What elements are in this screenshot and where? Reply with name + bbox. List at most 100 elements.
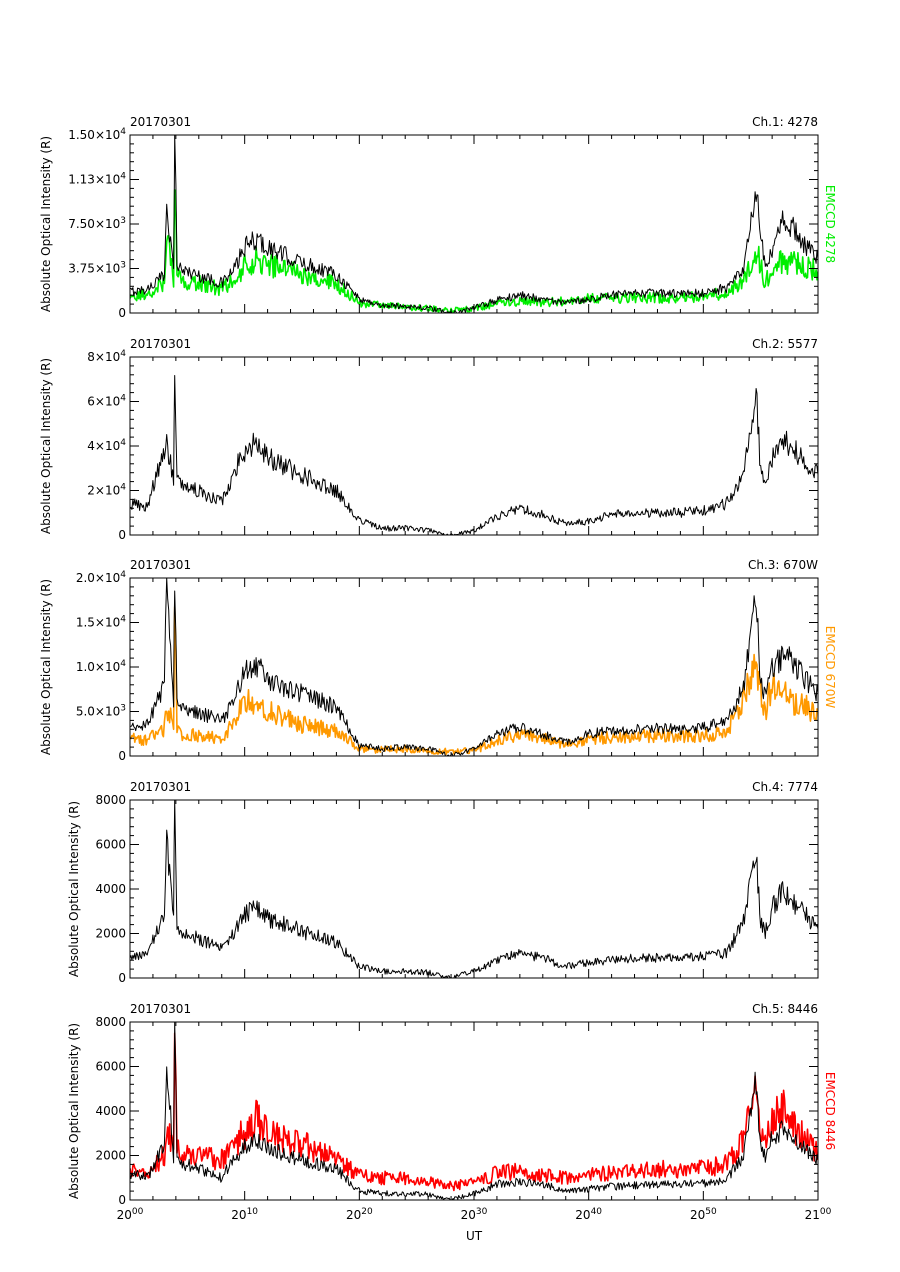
y-tick-label-base: 4×10: [87, 439, 120, 453]
y-tick-label-exponent: 4: [120, 127, 126, 137]
y-tick-label: 6000: [95, 1060, 126, 1074]
y-tick-label-base: 8000: [95, 1015, 126, 1029]
plot-frame: [129, 799, 819, 979]
y-tick-label: 0: [118, 306, 126, 320]
y-tick-label-exponent: 3: [120, 704, 126, 714]
y-tick-label-exponent: 3: [120, 216, 126, 226]
y-tick-label: 2000: [95, 1149, 126, 1163]
y-tick-label-base: 2×10: [87, 484, 120, 498]
panel-channel: Ch.2: 5577: [752, 337, 818, 351]
series-line-emccd: [130, 189, 818, 313]
y-axis-title: Absolute Optical Intensity (R): [39, 358, 53, 534]
x-tick-label: 2040: [575, 1207, 602, 1222]
x-tick-label-base: 20: [346, 1208, 361, 1222]
y-tick-label-exponent: 4: [120, 349, 126, 359]
y-tick-label-base: 7.50×10: [68, 217, 120, 231]
series-group: [130, 375, 818, 535]
panel-date: 20170301: [130, 115, 191, 129]
y-tick-label-base: 6000: [95, 1060, 126, 1074]
x-tick-label-base: 20: [575, 1208, 590, 1222]
series-line-main: [130, 135, 818, 313]
series-line-emccd: [130, 1032, 818, 1192]
panel-date: 20170301: [130, 780, 191, 794]
x-tick-label-exponent: 00: [132, 1207, 144, 1217]
y-tick-label-base: 0: [118, 971, 126, 985]
y-tick-label-base: 4000: [95, 882, 126, 896]
y-tick-label-base: 1.0×10: [76, 660, 120, 674]
x-tick-label-exponent: 20: [361, 1207, 373, 1217]
y-tick-label-base: 1.5×10: [76, 616, 120, 630]
y-tick-label-base: 0: [118, 749, 126, 763]
y-tick-label: 8000: [95, 793, 126, 807]
y-tick-label-base: 6×10: [87, 395, 120, 409]
x-tick-label: 2020: [346, 1207, 373, 1222]
y-tick-label: 0: [118, 528, 126, 542]
y-tick-label-exponent: 4: [120, 570, 126, 580]
x-tick-label-base: 20: [461, 1208, 476, 1222]
y-tick-label-base: 8000: [95, 793, 126, 807]
y-tick-label: 2×104: [87, 483, 126, 498]
y-tick-label-base: 0: [118, 306, 126, 320]
panel-date: 20170301: [130, 337, 191, 351]
y-tick-label: 3.75×103: [68, 261, 126, 276]
x-tick-label: 2010: [231, 1207, 258, 1222]
y-tick-label: 0: [118, 971, 126, 985]
y-tick-label-base: 6000: [95, 838, 126, 852]
y-tick-label: 6×104: [87, 394, 126, 409]
y-axis-title: Absolute Optical Intensity (R): [39, 136, 53, 312]
x-tick-label: 2030: [461, 1207, 488, 1222]
x-tick-label-exponent: 50: [705, 1207, 717, 1217]
y-tick-label-base: 4000: [95, 1104, 126, 1118]
y-tick-label: 4000: [95, 1104, 126, 1118]
x-tick-label: 2100: [805, 1207, 832, 1222]
y-tick-label: 1.50×104: [68, 127, 126, 142]
series-line-emccd: [130, 605, 818, 756]
y-tick-label-exponent: 3: [120, 261, 126, 271]
plot-frame: [129, 134, 819, 314]
y-axis-title: Absolute Optical Intensity (R): [67, 1023, 81, 1199]
y-tick-label-base: 0: [118, 528, 126, 542]
y-tick-label-exponent: 4: [120, 615, 126, 625]
y-tick-label: 1.13×104: [68, 172, 126, 187]
series-line-main: [130, 375, 818, 535]
x-tick-label: 2050: [690, 1207, 717, 1222]
x-tick-label-exponent: 10: [247, 1207, 259, 1217]
y-tick-label-exponent: 4: [120, 659, 126, 669]
y-tick-label: 6000: [95, 838, 126, 852]
panel-channel: Ch.3: 670W: [748, 558, 818, 572]
y-tick-label: 2.0×104: [76, 570, 126, 585]
y-tick-label-base: 8×10: [87, 350, 120, 364]
x-tick-label-base: 20: [117, 1208, 132, 1222]
y-tick-label-exponent: 4: [120, 438, 126, 448]
y-tick-label: 0: [118, 749, 126, 763]
y-tick-label-base: 3.75×10: [68, 262, 120, 276]
panel-channel: Ch.1: 4278: [752, 115, 818, 129]
chart-panels: 03.75×1037.50×1031.13×1041.50×1042017030…: [39, 115, 837, 1222]
x-tick-label-base: 20: [690, 1208, 705, 1222]
panel-channel: Ch.5: 8446: [752, 1002, 818, 1016]
chart-panel-1: 03.75×1037.50×1031.13×1041.50×1042017030…: [39, 115, 837, 320]
y-tick-label: 1.0×104: [76, 659, 126, 674]
y-tick-label: 0: [118, 1193, 126, 1207]
y-tick-label: 4000: [95, 882, 126, 896]
legend-label: EMCCD 8446: [823, 1072, 837, 1150]
x-tick-label-base: 21: [805, 1208, 820, 1222]
x-axis-title: UT: [466, 1229, 483, 1243]
y-tick-label-base: 2.0×10: [76, 571, 120, 585]
x-tick-label-exponent: 00: [820, 1207, 832, 1217]
y-tick-label: 7.50×103: [68, 216, 126, 231]
series-group: [130, 1022, 818, 1200]
x-tick-label-exponent: 40: [591, 1207, 603, 1217]
y-tick-label: 8000: [95, 1015, 126, 1029]
plot-frame: [129, 577, 819, 757]
x-tick-label-base: 20: [231, 1208, 246, 1222]
panel-date: 20170301: [130, 558, 191, 572]
x-tick-label-exponent: 30: [476, 1207, 488, 1217]
y-tick-label-exponent: 4: [120, 483, 126, 493]
chart-panel-5: 0 2000 4000 6000 8000 20170301 Ch.5: 8446 Absol…: [67, 1002, 837, 1207]
y-tick-label-exponent: 4: [120, 172, 126, 182]
y-tick-label-base: 0: [118, 1193, 126, 1207]
